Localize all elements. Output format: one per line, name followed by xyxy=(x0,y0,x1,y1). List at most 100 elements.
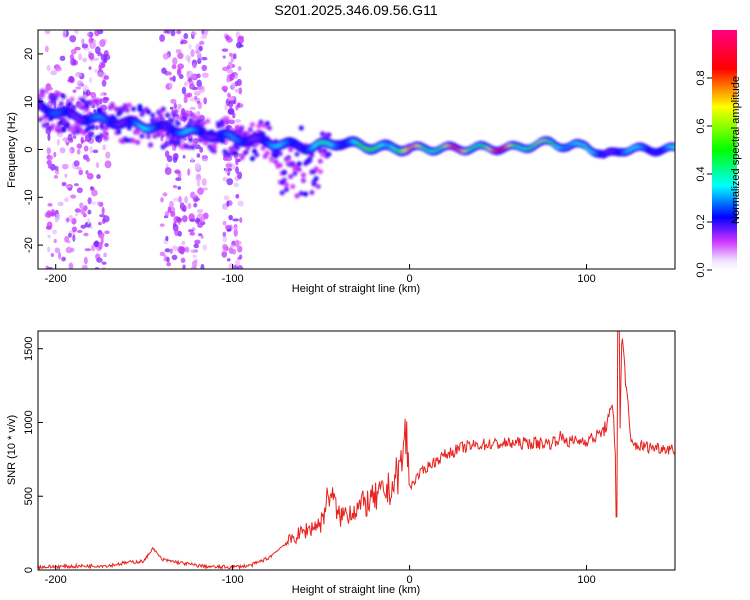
ridge-halo-blob xyxy=(269,157,275,163)
noise-speck xyxy=(193,193,197,197)
snr-y-ticks: 0 500 1000 1500 xyxy=(23,336,43,573)
noise-speck xyxy=(50,252,55,258)
snr-panel: -200 -100 0 100 0 500 1000 1500 Height of stra… xyxy=(6,330,676,596)
noise-speck xyxy=(202,244,208,251)
ridge-halo-blob xyxy=(126,102,132,108)
noise-speck xyxy=(162,192,168,197)
ridge-halo-blob xyxy=(326,132,332,138)
noise-speck xyxy=(222,55,226,59)
noise-speck xyxy=(99,39,106,48)
noise-speck xyxy=(159,223,165,228)
noise-speck xyxy=(193,90,201,96)
noise-speck xyxy=(190,49,195,58)
noise-speck xyxy=(187,56,191,64)
ridge-halo-blob xyxy=(205,118,211,124)
snr-frame xyxy=(37,330,676,571)
noise-speck xyxy=(97,201,101,206)
ridge-halo-blob xyxy=(58,101,64,107)
noise-speck xyxy=(235,158,239,166)
colorbar-label: Normalized spectral amplitude xyxy=(730,76,742,224)
noise-speck xyxy=(173,102,177,109)
noise-speck xyxy=(228,52,233,57)
noise-speck xyxy=(92,149,99,154)
snr-x-tick-label: 0 xyxy=(407,574,413,586)
noise-speck xyxy=(76,187,83,194)
noise-speck xyxy=(67,133,73,142)
noise-speck xyxy=(46,147,52,155)
ridge-halo-blob xyxy=(150,112,156,118)
noise-speck xyxy=(101,79,107,87)
noise-speck xyxy=(226,178,234,186)
ridge-halo-blob xyxy=(39,92,45,98)
noise-speck xyxy=(169,82,173,90)
noise-speck xyxy=(196,208,204,214)
noise-speck xyxy=(194,163,201,170)
noise-speck xyxy=(47,203,53,207)
noise-speck xyxy=(161,67,167,74)
noise-speck xyxy=(224,104,228,111)
noise-speck xyxy=(94,266,100,269)
noise-speck xyxy=(68,232,72,238)
ridge-halo-blob xyxy=(283,187,289,193)
ridge-halo-blob xyxy=(300,172,306,178)
ridge-halo-blob xyxy=(84,107,90,113)
noise-speck xyxy=(222,220,227,226)
noise-speck xyxy=(180,246,185,251)
noise-speck xyxy=(231,82,236,90)
noise-speck xyxy=(70,194,77,199)
noise-speck xyxy=(70,58,77,66)
noise-speck xyxy=(227,92,231,98)
ridge-halo-blob xyxy=(290,184,296,190)
ridge-halo-blob xyxy=(177,115,183,121)
noise-speck xyxy=(198,45,203,52)
noise-speck xyxy=(236,102,241,108)
ridge-halo-blob xyxy=(266,125,272,131)
noise-speck xyxy=(169,106,174,110)
ridge-halo-blob xyxy=(247,127,253,133)
noise-speck xyxy=(169,200,174,208)
noise-speck xyxy=(164,248,171,253)
noise-speck xyxy=(54,65,62,72)
noise-speck xyxy=(226,69,234,74)
noise-speck xyxy=(164,210,170,217)
noise-speck xyxy=(104,242,109,247)
noise-speck xyxy=(227,167,232,172)
noise-speck xyxy=(87,197,92,205)
noise-speck xyxy=(97,52,103,57)
noise-speck xyxy=(183,93,191,98)
noise-speck xyxy=(66,184,72,189)
noise-speck xyxy=(70,48,77,55)
noise-speck xyxy=(46,210,53,218)
noise-speck xyxy=(76,149,81,155)
noise-speck xyxy=(188,43,192,50)
noise-speck xyxy=(169,248,173,254)
spectrogram-x-tick-label: -200 xyxy=(45,273,67,285)
noise-speck xyxy=(178,196,182,204)
noise-speck xyxy=(227,61,233,70)
noise-speck xyxy=(201,178,207,187)
noise-speck xyxy=(196,86,204,91)
ridge-halo-blob xyxy=(67,101,73,107)
noise-speck xyxy=(235,193,240,199)
noise-speck xyxy=(237,245,243,253)
noise-speck xyxy=(46,221,53,229)
noise-speck xyxy=(176,30,182,35)
ridge-halo-blob xyxy=(86,125,92,131)
noise-speck xyxy=(69,35,77,43)
ridge-halo-blob xyxy=(135,129,141,135)
noise-speck xyxy=(172,156,178,163)
noise-speck xyxy=(226,258,231,262)
noise-speck xyxy=(74,30,79,34)
snr-plot-area xyxy=(38,331,675,570)
noise-speck xyxy=(104,230,110,235)
noise-speck xyxy=(222,243,228,250)
noise-speck xyxy=(172,57,178,66)
noise-speck xyxy=(94,240,100,248)
noise-speck xyxy=(172,75,176,83)
spectrogram-y-tick-label: 20 xyxy=(23,48,35,60)
ridge-halo-blob xyxy=(173,108,179,114)
snr-x-tick-label: -100 xyxy=(222,574,244,586)
ridge-halo-blob xyxy=(303,191,309,197)
noise-speck xyxy=(196,110,201,115)
